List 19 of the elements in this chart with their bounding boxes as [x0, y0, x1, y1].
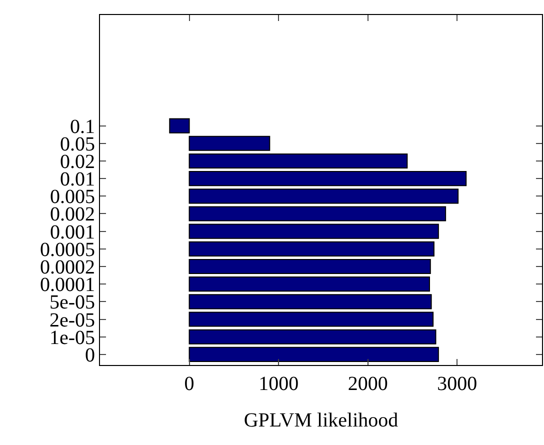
bar: [188, 312, 434, 327]
bar: [188, 241, 434, 256]
bar: [188, 329, 436, 344]
bar: [188, 294, 432, 310]
x-tick-label: 2000: [348, 373, 388, 395]
bar: [188, 346, 439, 362]
bar: [169, 118, 190, 134]
bar: [188, 258, 431, 274]
bar: [188, 224, 439, 239]
bar: [188, 188, 459, 204]
bar: [188, 153, 408, 169]
bar: [188, 276, 430, 292]
x-tick-label: 1000: [258, 373, 299, 395]
bar: [188, 206, 446, 222]
x-tick-label: 3000: [437, 373, 478, 395]
bar: [188, 136, 270, 151]
x-tick-label: 0: [184, 373, 194, 395]
x-axis-title: GPLVM likelihood: [244, 410, 398, 432]
bar: [188, 171, 467, 186]
